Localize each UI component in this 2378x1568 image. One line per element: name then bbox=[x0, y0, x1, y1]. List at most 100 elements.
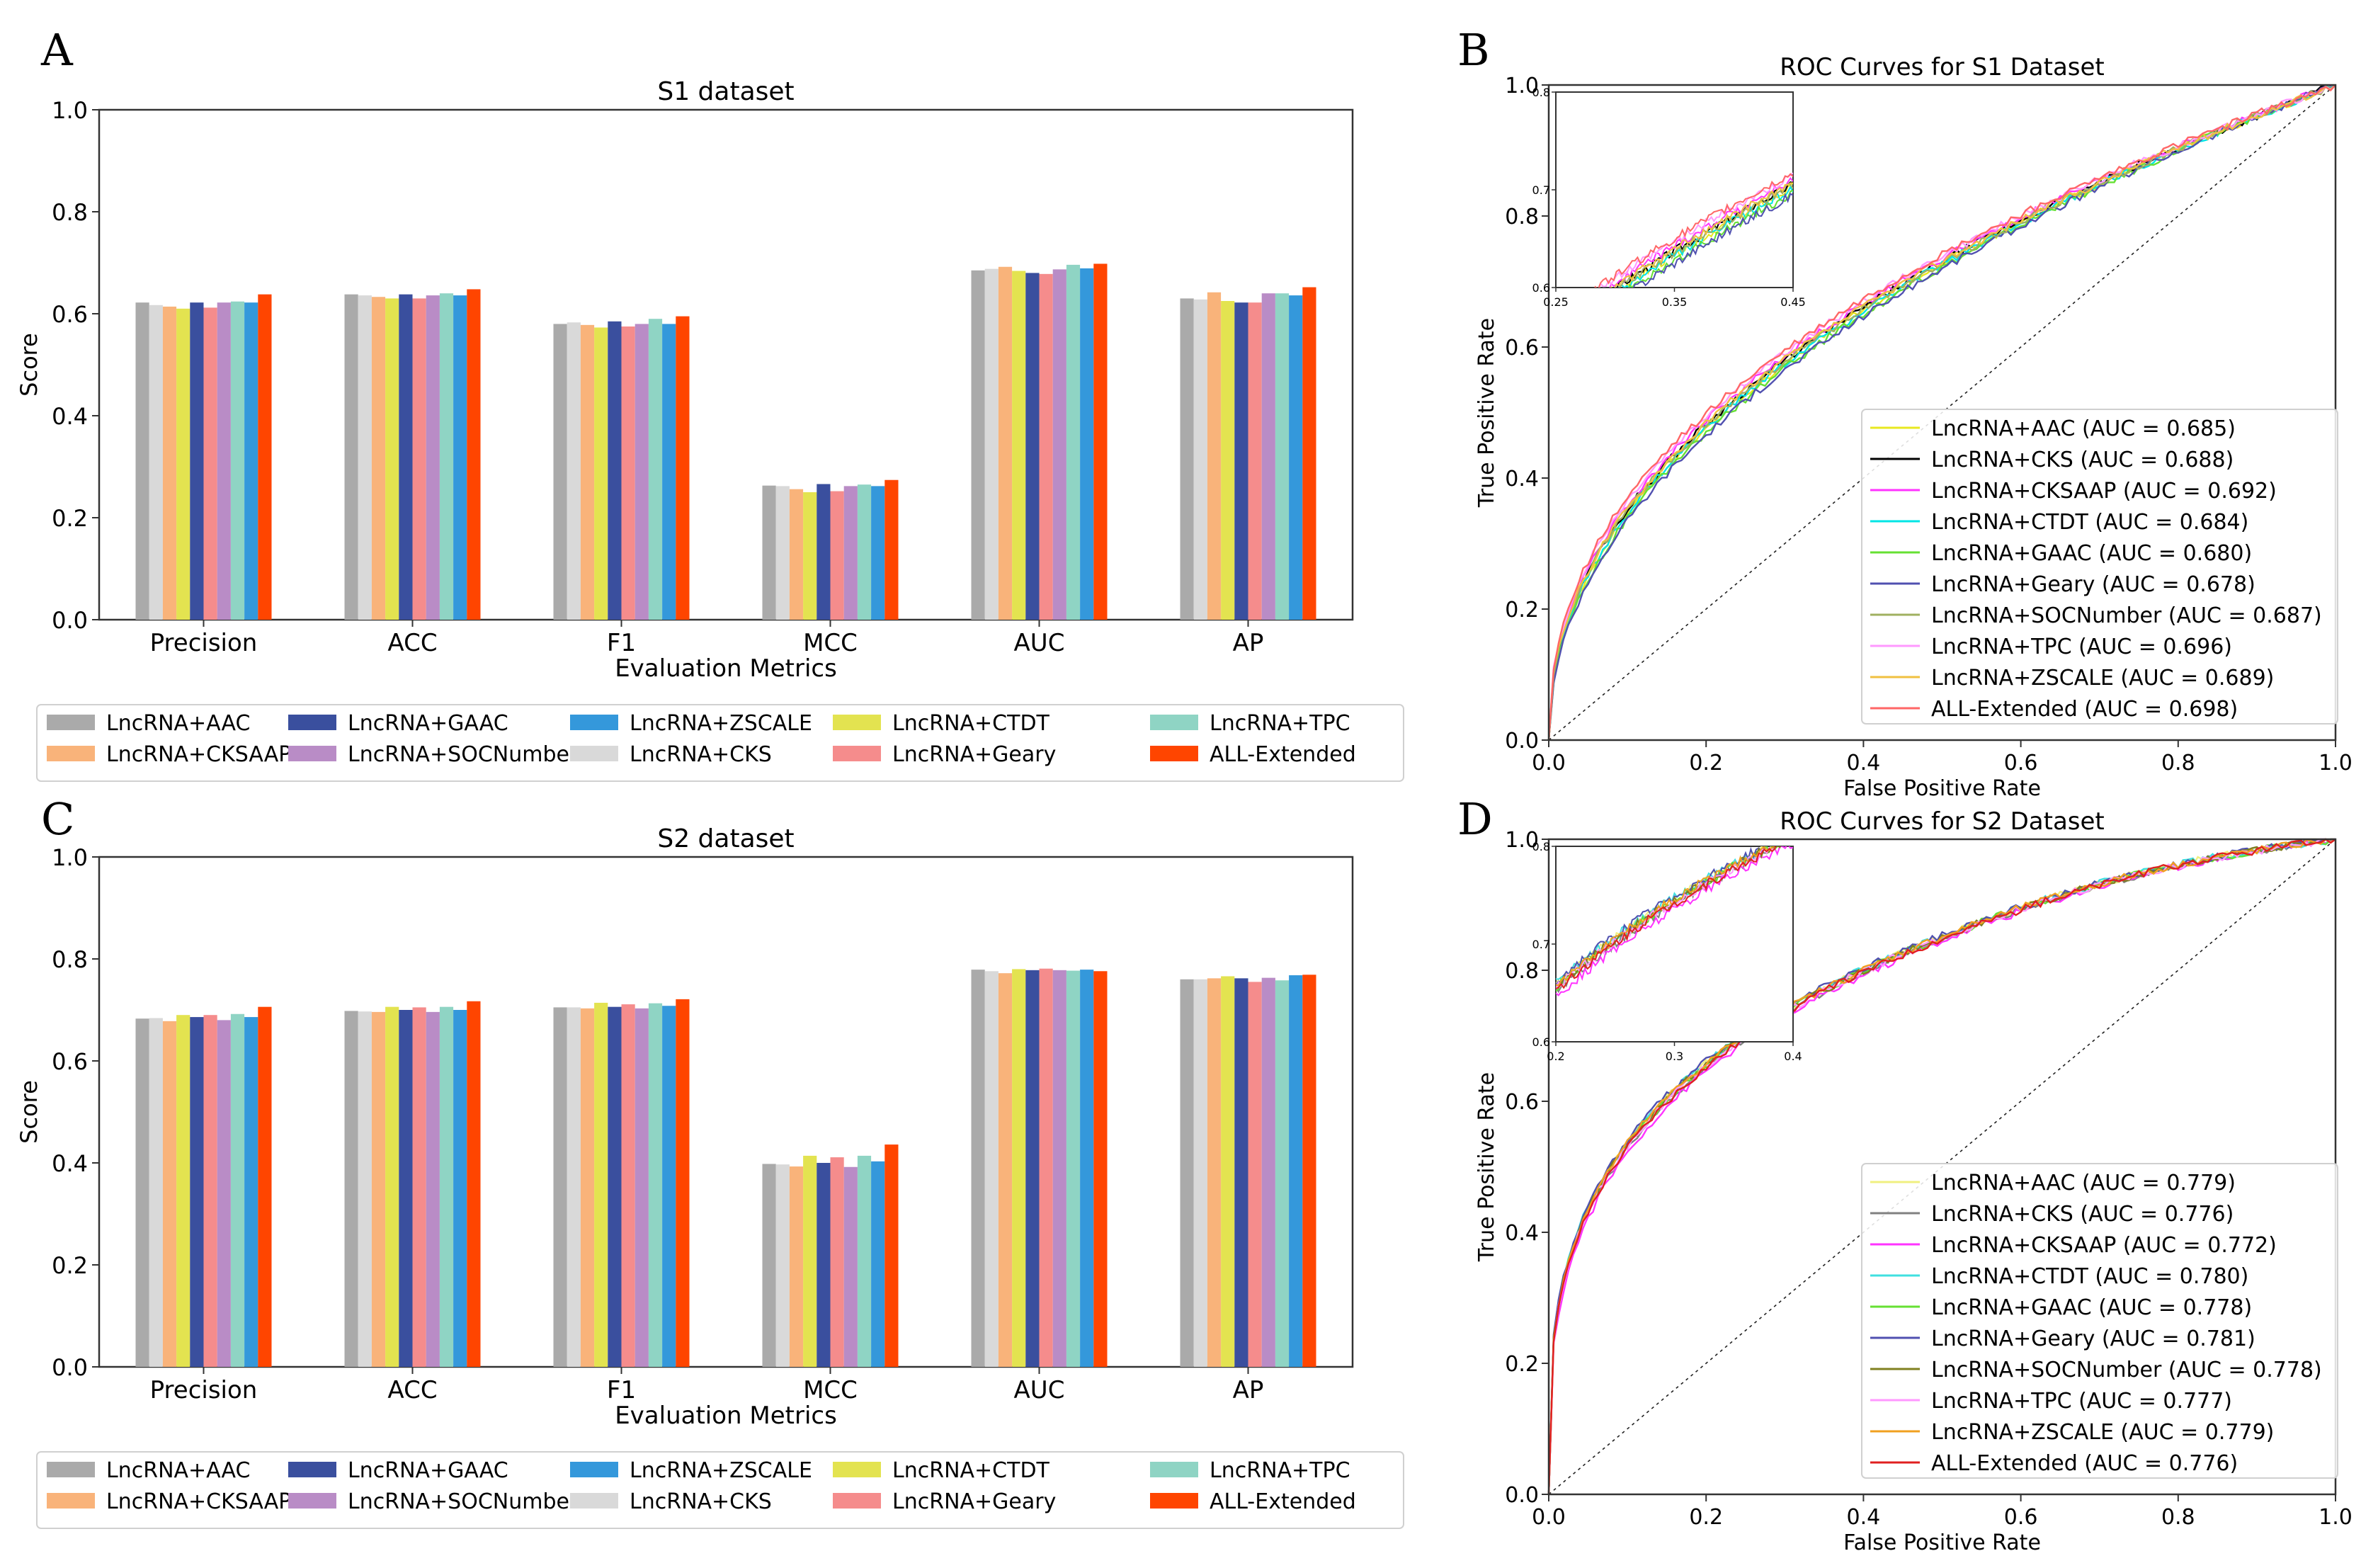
roc-curve bbox=[1547, 84, 2336, 741]
bar bbox=[775, 486, 790, 620]
legend-label: LncRNA+Geary (AUC = 0.678) bbox=[1931, 572, 2255, 597]
x-tick-label: AP bbox=[1233, 629, 1264, 657]
bar bbox=[217, 302, 231, 620]
bar bbox=[1248, 302, 1262, 620]
legend-swatch bbox=[1150, 1462, 1198, 1477]
y-tick-label: 0.4 bbox=[52, 403, 88, 430]
bar bbox=[843, 1166, 858, 1367]
legend-label: LncRNA+GAAC bbox=[348, 711, 508, 736]
y-tick-label: 1.0 bbox=[52, 97, 88, 124]
legend-label: LncRNA+CKS bbox=[630, 742, 772, 767]
bar bbox=[594, 1002, 608, 1367]
bar bbox=[1066, 264, 1081, 620]
bar bbox=[1289, 975, 1303, 1367]
bar bbox=[453, 295, 467, 620]
bar bbox=[1302, 287, 1316, 620]
y-tick-label: 0.0 bbox=[52, 607, 88, 634]
bar bbox=[217, 1020, 231, 1367]
y-tick-label: 1.0 bbox=[52, 844, 88, 871]
inset-roc-curve bbox=[1610, 182, 1793, 288]
bar bbox=[258, 1006, 272, 1367]
inset-roc-curve bbox=[1600, 176, 1793, 288]
legend-swatch bbox=[1150, 715, 1198, 730]
x-axis-label: Evaluation Metrics bbox=[615, 1402, 837, 1430]
bar bbox=[1012, 969, 1026, 1367]
bar bbox=[817, 484, 831, 620]
bar bbox=[1012, 271, 1026, 620]
chart-title: ROC Curves for S1 Dataset bbox=[1780, 53, 2105, 81]
axes-frame bbox=[98, 108, 1354, 621]
bar bbox=[580, 324, 595, 620]
legend-swatch bbox=[570, 715, 618, 730]
legend-label: LncRNA+GAAC bbox=[348, 1458, 508, 1483]
roc-curve bbox=[1547, 838, 2336, 1495]
inset-roc-curve bbox=[1594, 173, 1793, 288]
bar bbox=[439, 293, 454, 620]
bar bbox=[426, 295, 440, 620]
inset-x-tick-label: 0.3 bbox=[1666, 1050, 1683, 1063]
bar bbox=[580, 1008, 595, 1367]
bar bbox=[857, 484, 872, 620]
x-tick-label: ACC bbox=[387, 1376, 437, 1404]
bar bbox=[1039, 273, 1053, 620]
legend-swatch bbox=[1150, 1493, 1198, 1509]
inset-roc-curve bbox=[1556, 846, 1775, 986]
y-tick-label: 1.0 bbox=[1505, 828, 1539, 853]
bar bbox=[857, 1155, 872, 1367]
bar bbox=[1180, 298, 1194, 620]
y-tick-label: 0.4 bbox=[1505, 1221, 1539, 1246]
bar bbox=[1193, 299, 1207, 620]
legend-swatch bbox=[1150, 746, 1198, 761]
inset-x-tick-label: 0.45 bbox=[1780, 295, 1806, 309]
y-tick-label: 0.8 bbox=[52, 199, 88, 226]
x-tick-label: Precision bbox=[150, 629, 258, 657]
legend-label: LncRNA+GAAC (AUC = 0.778) bbox=[1931, 1295, 2252, 1320]
bar bbox=[830, 491, 844, 620]
y-tick-label: 0.2 bbox=[1505, 1352, 1539, 1377]
legend-label: LncRNA+Geary bbox=[892, 742, 1056, 767]
bar bbox=[817, 1163, 831, 1367]
bar bbox=[467, 289, 481, 620]
bar bbox=[467, 1001, 481, 1367]
bar bbox=[871, 1161, 885, 1367]
legend-swatch bbox=[47, 1493, 95, 1509]
bar bbox=[399, 1010, 413, 1367]
legend-swatch bbox=[833, 715, 881, 730]
y-axis-label: True Positive Rate bbox=[1474, 1072, 1499, 1262]
inset-curves bbox=[1594, 172, 1793, 288]
inset-x-tick-label: 0.2 bbox=[1547, 1050, 1564, 1063]
inset-x-tick-label: 0.25 bbox=[1543, 295, 1569, 309]
legend-label: LncRNA+TPC bbox=[1210, 1458, 1350, 1483]
roc-curve bbox=[1547, 84, 2336, 741]
legend-box bbox=[1861, 1163, 2338, 1479]
y-tick-label: 0.0 bbox=[52, 1354, 88, 1381]
legend-label: LncRNA+CKSAAP (AUC = 0.772) bbox=[1931, 1233, 2277, 1258]
bar bbox=[567, 322, 581, 620]
legend-swatch bbox=[288, 1493, 336, 1509]
legend-label: LncRNA+ZSCALE (AUC = 0.779) bbox=[1931, 1420, 2274, 1445]
legend-box bbox=[36, 704, 1404, 782]
legend-swatch bbox=[570, 1462, 618, 1477]
x-tick-label: 0.2 bbox=[1689, 751, 1723, 776]
bar bbox=[162, 306, 177, 620]
bar bbox=[1221, 976, 1235, 1367]
legend-label: LncRNA+CTDT (AUC = 0.780) bbox=[1931, 1264, 2248, 1289]
legend-label: LncRNA+ZSCALE bbox=[630, 711, 812, 736]
bar bbox=[803, 492, 817, 620]
legend-swatch bbox=[833, 1493, 881, 1509]
bar bbox=[412, 1007, 426, 1367]
bar bbox=[553, 324, 567, 620]
bar bbox=[190, 302, 204, 620]
legend-label: LncRNA+SOCNumber bbox=[348, 742, 579, 767]
chart-title: S1 dataset bbox=[657, 77, 794, 106]
bar bbox=[1289, 295, 1303, 620]
roc-curve bbox=[1547, 84, 2336, 741]
legend-swatch bbox=[833, 746, 881, 761]
inset-y-tick-label: 0.6 bbox=[1532, 281, 1550, 295]
bar bbox=[1052, 269, 1066, 620]
bar bbox=[135, 1018, 149, 1367]
bar bbox=[385, 298, 399, 620]
bar bbox=[426, 1011, 440, 1367]
bar bbox=[230, 301, 245, 620]
bar bbox=[608, 1006, 622, 1367]
